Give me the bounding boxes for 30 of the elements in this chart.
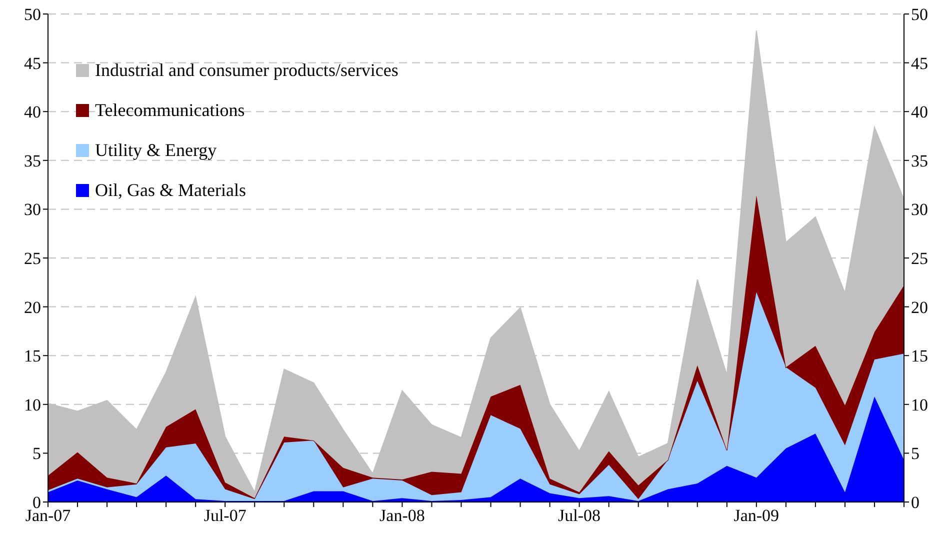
y2-tick-label: 35 xyxy=(911,151,928,170)
legend-label: Oil, Gas & Materials xyxy=(95,180,246,200)
y2-tick-label: 0 xyxy=(911,493,920,512)
x-tick-label: Jul-07 xyxy=(204,506,247,526)
y2-tick-label: 5 xyxy=(911,444,920,464)
x-tick-label: Jul-08 xyxy=(558,506,601,526)
y-tick-label: 35 xyxy=(24,151,41,170)
y2-tick-label: 40 xyxy=(911,102,928,122)
legend-label: Industrial and consumer products/services xyxy=(95,60,398,80)
x-tick-label: Jan-08 xyxy=(380,506,425,526)
y-tick-label: 45 xyxy=(24,54,41,73)
legend-label: Utility & Energy xyxy=(95,140,217,160)
y2-tick-label: 45 xyxy=(911,54,928,73)
y2-tick-label: 30 xyxy=(911,200,928,220)
y-tick-label: 20 xyxy=(24,298,41,317)
y2-tick-label: 20 xyxy=(911,298,928,317)
y-tick-label: 40 xyxy=(24,102,41,122)
y2-tick-label: 10 xyxy=(911,395,928,414)
y2-tick-label: 50 xyxy=(911,5,928,24)
y2-tick-label: 25 xyxy=(911,249,928,268)
y-tick-label: 15 xyxy=(24,346,41,366)
y-tick-label: 30 xyxy=(24,200,41,220)
y-tick-label: 0 xyxy=(32,493,41,512)
y-tick-label: 50 xyxy=(24,5,41,24)
legend-label: Telecommunications xyxy=(95,100,245,120)
y-tick-label: 25 xyxy=(24,249,41,268)
x-tick-label: Jan-09 xyxy=(734,506,780,526)
y2-tick-label: 15 xyxy=(911,346,928,366)
y-tick-label: 5 xyxy=(32,444,41,464)
y-tick-label: 10 xyxy=(24,395,41,414)
